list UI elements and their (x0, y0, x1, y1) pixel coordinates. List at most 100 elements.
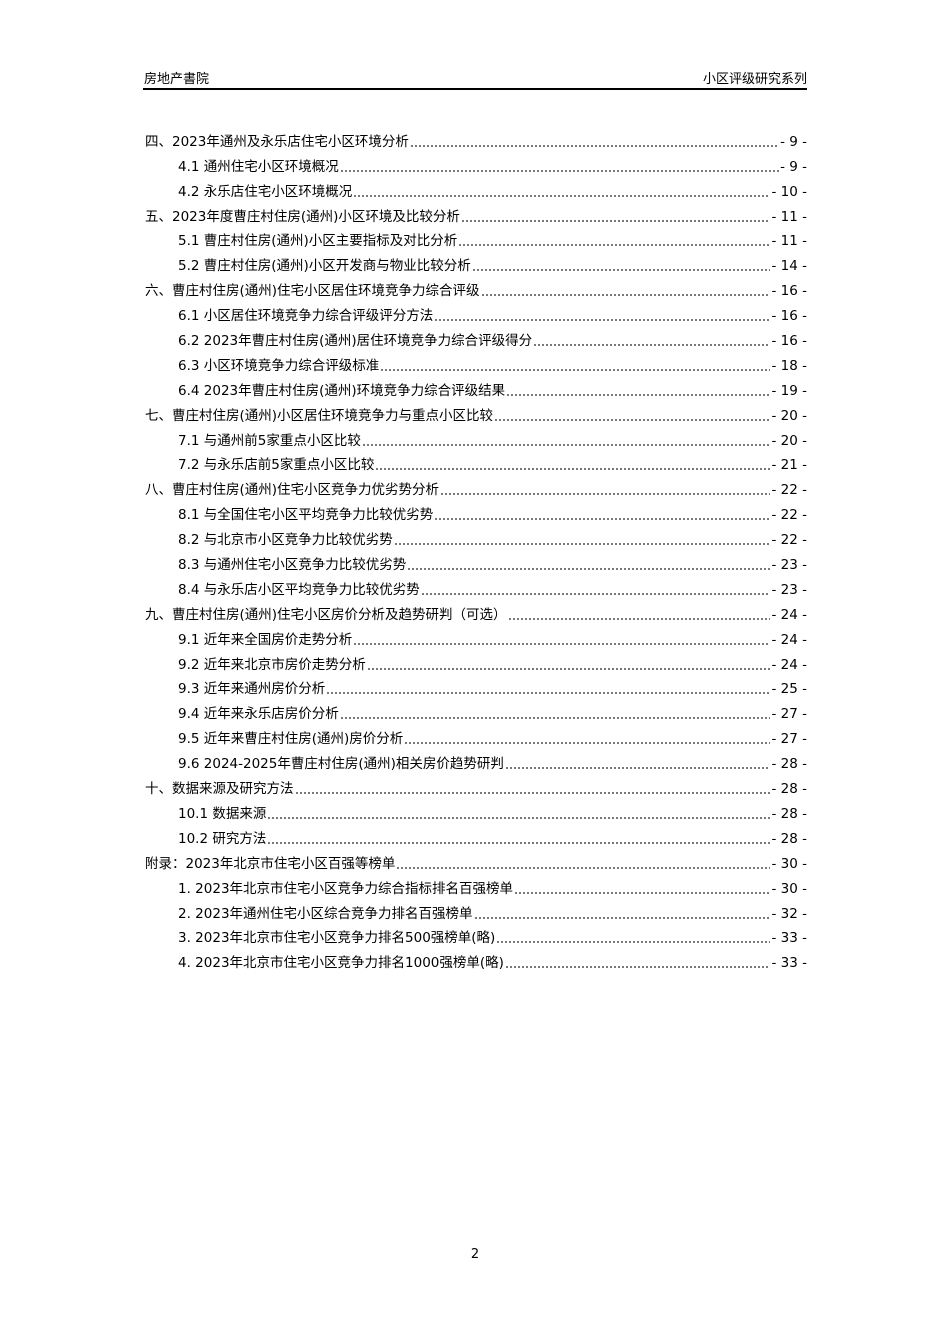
toc-entry-page: - 28 - (771, 805, 807, 822)
toc-entry-title: 10.1 数据来源 (178, 805, 267, 822)
toc-entry-page: - 20 - (771, 432, 807, 449)
toc-entry[interactable]: 6.2 2023年曹庄村住房(通州)居住环境竞争力综合评级得分 - 16 - (145, 325, 807, 350)
dot-leader (353, 194, 771, 197)
toc-entry[interactable]: 五、2023年度曹庄村住房(通州)小区环境及比较分析 - 11 - (145, 201, 807, 226)
toc-entry[interactable]: 9.2 近年来北京市房价走势分析 - 24 - (145, 649, 807, 674)
dot-leader (267, 816, 771, 819)
toc-entry-title: 8.1 与全国住宅小区平均竞争力比较优劣势 (178, 507, 434, 524)
toc-entry-title: 九、曹庄村住房(通州)住宅小区房价分析及趋势研判（可选） (145, 606, 507, 623)
header-right-title: 小区评级研究系列 (702, 72, 807, 87)
toc-entry[interactable]: 附录：2023年北京市住宅小区百强等榜单 - 30 - (145, 848, 807, 873)
toc-entry[interactable]: 6.3 小区环境竞争力综合评级标准 - 18 - (145, 350, 807, 375)
toc-entry[interactable]: 九、曹庄村住房(通州)住宅小区房价分析及趋势研判（可选） - 24 - (145, 599, 807, 624)
dot-leader (393, 543, 771, 546)
toc-entry[interactable]: 7.2 与永乐店前5家重点小区比较 - 21 - (145, 450, 807, 475)
dot-leader (339, 169, 780, 172)
dot-leader (407, 568, 771, 571)
dot-leader (353, 642, 771, 645)
dot-leader (496, 941, 771, 944)
toc-entry-title: 十、数据来源及研究方法 (145, 781, 294, 798)
toc-entry-title: 4.2 永乐店住宅小区环境概况 (178, 183, 353, 200)
toc-entry-title: 2. 2023年通州住宅小区综合竞争力排名百强榜单 (178, 905, 473, 922)
toc-entry[interactable]: 六、曹庄村住房(通州)住宅小区居住环境竞争力综合评级 - 16 - (145, 275, 807, 300)
toc-entry-title: 附录：2023年北京市住宅小区百强等榜单 (145, 855, 396, 872)
dot-leader (480, 294, 771, 297)
toc-entry[interactable]: 2. 2023年通州住宅小区综合竞争力排名百强榜单 - 32 - (145, 898, 807, 923)
toc-entry-page: - 19 - (771, 382, 807, 399)
toc-entry-title: 8.3 与通州住宅小区竞争力比较优劣势 (178, 557, 407, 574)
toc-entry-title: 8.4 与永乐店小区平均竞争力比较优劣势 (178, 581, 420, 598)
dot-leader (533, 344, 771, 347)
toc-entry-page: - 25 - (771, 681, 807, 698)
toc-entry-title: 8.2 与北京市小区竞争力比较优劣势 (178, 532, 393, 549)
toc-entry-title: 7.1 与通州前5家重点小区比较 (178, 432, 361, 449)
toc-entry-title: 9.4 近年来永乐店房价分析 (178, 706, 339, 723)
toc-entry-page: - 30 - (771, 880, 807, 897)
page-number: 2 (470, 1247, 480, 1262)
toc-entry[interactable]: 10.2 研究方法 - 28 - (145, 823, 807, 848)
dot-leader (494, 418, 771, 421)
toc-entry-title: 5.1 曹庄村住房(通州)小区主要指标及对比分析 (178, 233, 458, 250)
table-of-contents: 四、2023年通州及永乐店住宅小区环境分析 - 9 -4.1 通州住宅小区环境概况… (145, 126, 807, 972)
toc-entry[interactable]: 8.2 与北京市小区竞争力比较优劣势 - 22 - (145, 524, 807, 549)
toc-entry[interactable]: 3. 2023年北京市住宅小区竞争力排名500强榜单(略) - 33 - (145, 923, 807, 948)
toc-entry[interactable]: 七、曹庄村住房(通州)小区居住环境竞争力与重点小区比较 - 20 - (145, 400, 807, 425)
toc-entry[interactable]: 8.3 与通州住宅小区竞争力比较优劣势 - 23 - (145, 549, 807, 574)
toc-entry[interactable]: 9.4 近年来永乐店房价分析 - 27 - (145, 698, 807, 723)
toc-entry-page: - 33 - (771, 930, 807, 947)
toc-entry-page: - 24 - (771, 631, 807, 648)
toc-entry-title: 3. 2023年北京市住宅小区竞争力排名500强榜单(略) (178, 930, 496, 947)
dot-leader (380, 368, 771, 371)
toc-entry[interactable]: 7.1 与通州前5家重点小区比较 - 20 - (145, 425, 807, 450)
toc-entry-page: - 33 - (771, 955, 807, 972)
toc-entry-page: - 18 - (771, 357, 807, 374)
toc-entry[interactable]: 8.4 与永乐店小区平均竞争力比较优劣势 - 23 - (145, 574, 807, 599)
dot-leader (506, 393, 771, 396)
dot-leader (440, 493, 771, 496)
toc-entry-page: - 16 - (771, 283, 807, 300)
toc-entry[interactable]: 十、数据来源及研究方法 - 28 - (145, 773, 807, 798)
toc-entry-page: - 27 - (771, 731, 807, 748)
toc-entry-title: 6.4 2023年曹庄村住房(通州)环境竞争力综合评级结果 (178, 382, 506, 399)
toc-entry[interactable]: 5.2 曹庄村住房(通州)小区开发商与物业比较分析 - 14 - (145, 250, 807, 275)
dot-leader (396, 866, 771, 869)
toc-entry-title: 9.1 近年来全国房价走势分析 (178, 631, 353, 648)
toc-entry[interactable]: 4.1 通州住宅小区环境概况 - 9 - (145, 151, 807, 176)
toc-entry-title: 6.1 小区居住环境竞争力综合评级评分方法 (178, 308, 434, 325)
toc-entry-page: - 22 - (771, 532, 807, 549)
toc-entry[interactable]: 9.6 2024-2025年曹庄村住房(通州)相关房价趋势研判 - 28 - (145, 748, 807, 773)
toc-entry-title: 五、2023年度曹庄村住房(通州)小区环境及比较分析 (145, 208, 460, 225)
dot-leader (326, 692, 771, 695)
toc-entry[interactable]: 6.4 2023年曹庄村住房(通州)环境竞争力综合评级结果 - 19 - (145, 375, 807, 400)
toc-entry[interactable]: 9.3 近年来通州房价分析 - 25 - (145, 674, 807, 699)
toc-entry-page: - 32 - (771, 905, 807, 922)
toc-entry[interactable]: 4.2 永乐店住宅小区环境概况 - 10 - (145, 176, 807, 201)
dot-leader (420, 592, 771, 595)
toc-entry-title: 6.2 2023年曹庄村住房(通州)居住环境竞争力综合评级得分 (178, 333, 533, 350)
toc-entry-page: - 23 - (771, 557, 807, 574)
dot-leader (471, 269, 771, 272)
toc-entry[interactable]: 9.5 近年来曹庄村住房(通州)房价分析 - 27 - (145, 723, 807, 748)
toc-entry-title: 六、曹庄村住房(通州)住宅小区居住环境竞争力综合评级 (145, 283, 480, 300)
toc-entry[interactable]: 4. 2023年北京市住宅小区竞争力排名1000强榜单(略) - 33 - (145, 947, 807, 972)
toc-entry-page: - 20 - (771, 407, 807, 424)
toc-entry[interactable]: 8.1 与全国住宅小区平均竞争力比较优劣势 - 22 - (145, 499, 807, 524)
toc-entry-page: - 23 - (771, 581, 807, 598)
toc-entry-title: 八、曹庄村住房(通州)住宅小区竞争力优劣势分析 (145, 482, 440, 499)
toc-entry[interactable]: 9.1 近年来全国房价走势分析 - 24 - (145, 624, 807, 649)
dot-leader (507, 617, 771, 620)
dot-leader (409, 144, 780, 147)
toc-entry[interactable]: 八、曹庄村住房(通州)住宅小区竞争力优劣势分析 - 22 - (145, 474, 807, 499)
toc-entry-title: 5.2 曹庄村住房(通州)小区开发商与物业比较分析 (178, 258, 471, 275)
dot-leader (504, 767, 771, 770)
toc-entry[interactable]: 5.1 曹庄村住房(通州)小区主要指标及对比分析 - 11 - (145, 226, 807, 251)
dot-leader (294, 792, 771, 795)
toc-entry[interactable]: 四、2023年通州及永乐店住宅小区环境分析 - 9 - (145, 126, 807, 151)
toc-entry-title: 9.6 2024-2025年曹庄村住房(通州)相关房价趋势研判 (178, 756, 504, 773)
dot-leader (339, 717, 771, 720)
toc-entry[interactable]: 6.1 小区居住环境竞争力综合评级评分方法 - 16 - (145, 300, 807, 325)
toc-entry[interactable]: 10.1 数据来源 - 28 - (145, 798, 807, 823)
toc-entry-page: - 24 - (771, 656, 807, 673)
toc-entry-title: 4. 2023年北京市住宅小区竞争力排名1000强榜单(略) (178, 955, 504, 972)
toc-entry[interactable]: 1. 2023年北京市住宅小区竞争力综合指标排名百强榜单 - 30 - (145, 873, 807, 898)
